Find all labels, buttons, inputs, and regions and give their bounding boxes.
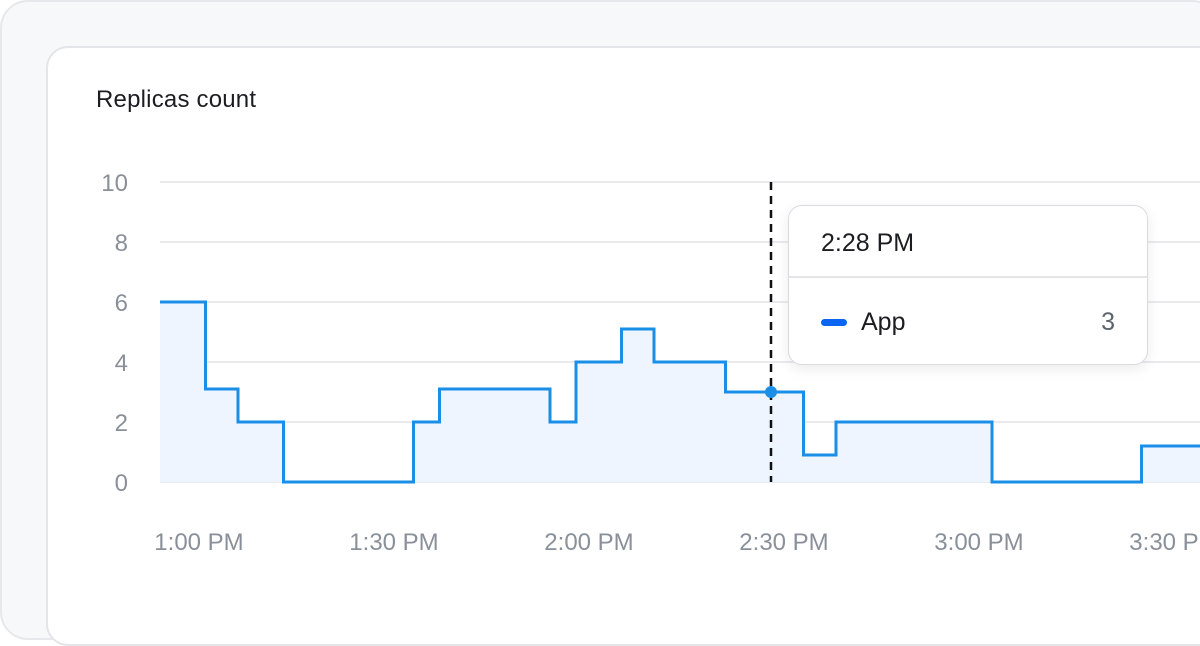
y-tick-label: 8 <box>115 230 128 257</box>
x-tick-label: 3:30 PM <box>1129 529 1200 556</box>
tooltip-divider <box>789 276 1147 278</box>
tooltip: 2:28 PM App 3 <box>788 205 1148 365</box>
tooltip-series-value: 3 <box>1101 308 1115 336</box>
y-tick-label: 4 <box>115 350 128 377</box>
series-group <box>160 300 1200 484</box>
y-tick-label: 2 <box>115 410 128 437</box>
tooltip-series-swatch <box>821 319 847 326</box>
x-tick-label: 2:30 PM <box>739 529 828 556</box>
x-tick-label: 1:00 PM <box>154 529 243 556</box>
x-axis-ticks: 1:00 PM 1:30 PM 2:00 PM 2:30 PM 3:00 PM 3:30 … <box>154 529 1200 556</box>
x-tick-label: 2:00 PM <box>544 529 633 556</box>
x-tick-label: 3:00 PM <box>934 529 1023 556</box>
y-tick-label: 0 <box>115 470 128 497</box>
y-axis-ticks: 0 2 4 6 8 10 <box>101 170 128 497</box>
tooltip-time: 2:28 PM <box>821 229 915 257</box>
y-tick-label: 10 <box>101 170 128 197</box>
hover-point-marker <box>765 386 777 398</box>
x-tick-label: 1:30 PM <box>349 529 438 556</box>
tooltip-series-name: App <box>861 308 906 336</box>
chart-title: Replicas count <box>96 86 257 113</box>
series-line-app <box>160 300 1200 484</box>
series-area-fill <box>160 302 1200 482</box>
y-tick-label: 6 <box>115 290 128 317</box>
crosshair-group <box>765 182 777 482</box>
